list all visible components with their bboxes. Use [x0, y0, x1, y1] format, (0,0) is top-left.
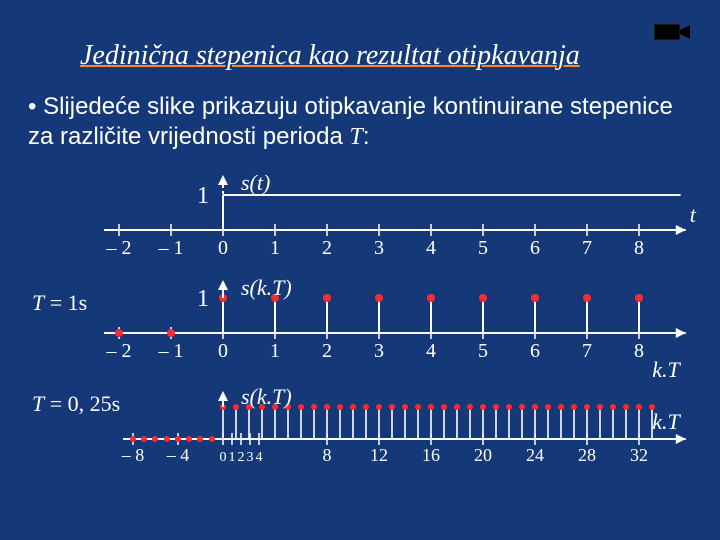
svg-text:2: 2: [238, 450, 245, 465]
svg-text:16: 16: [422, 445, 440, 465]
svg-text:s(k.T): s(k.T): [241, 275, 292, 300]
svg-text:t: t: [690, 202, 697, 227]
svg-text:0: 0: [220, 450, 227, 465]
slide-title: Jedinična stepenica kao rezultat otipkav…: [80, 40, 580, 72]
svg-text:1: 1: [270, 340, 280, 362]
svg-text:– 4: – 4: [166, 445, 190, 465]
plots-svg: – 2– 10123456781s(t)t– 2– 10123456781s(k…: [28, 170, 708, 530]
svg-text:3: 3: [374, 340, 384, 362]
bullet-text: • Slijedeće slike prikazuju otipkavanje …: [28, 92, 692, 152]
svg-text:8: 8: [323, 445, 332, 465]
plots-container: – 2– 10123456781s(t)t– 2– 10123456781s(k…: [28, 170, 692, 530]
svg-text:4: 4: [256, 450, 263, 465]
svg-text:7: 7: [582, 340, 592, 362]
svg-text:6: 6: [530, 340, 540, 362]
svg-text:– 8: – 8: [121, 445, 145, 465]
svg-text:8: 8: [634, 340, 644, 362]
svg-text:7: 7: [582, 237, 592, 259]
svg-text:28: 28: [578, 445, 596, 465]
bullet-content: Slijedeće slike prikazuju otipkavanje ko…: [28, 93, 673, 150]
svg-text:1: 1: [270, 237, 280, 259]
svg-text:5: 5: [478, 237, 488, 259]
svg-text:2: 2: [322, 237, 332, 259]
svg-text:2: 2: [322, 340, 332, 362]
svg-text:– 2: – 2: [106, 237, 132, 259]
svg-text:3: 3: [247, 450, 254, 465]
svg-text:– 1: – 1: [158, 340, 184, 362]
svg-text:8: 8: [634, 237, 644, 259]
svg-text:0: 0: [218, 237, 228, 259]
svg-text:– 1: – 1: [158, 237, 184, 259]
svg-text:– 2: – 2: [106, 340, 132, 362]
svg-text:1: 1: [229, 450, 236, 465]
svg-text:20: 20: [474, 445, 492, 465]
svg-text:12: 12: [370, 445, 388, 465]
svg-text:0: 0: [218, 340, 228, 362]
svg-text:k.T: k.T: [652, 409, 681, 434]
camera-icon: [654, 20, 690, 44]
svg-text:4: 4: [426, 237, 436, 259]
svg-text:1: 1: [197, 183, 209, 209]
svg-text:T = 1s: T = 1s: [32, 290, 87, 315]
svg-text:1: 1: [197, 286, 209, 312]
svg-text:4: 4: [426, 340, 436, 362]
svg-text:s(k.T): s(k.T): [241, 384, 292, 409]
svg-text:32: 32: [630, 445, 648, 465]
svg-text:T = 0, 25s: T = 0, 25s: [32, 391, 120, 416]
svg-text:3: 3: [374, 237, 384, 259]
svg-text:5: 5: [478, 340, 488, 362]
svg-text:6: 6: [530, 237, 540, 259]
svg-text:s(t): s(t): [241, 170, 270, 195]
svg-text:24: 24: [526, 445, 544, 465]
svg-text:k.T: k.T: [652, 357, 681, 382]
